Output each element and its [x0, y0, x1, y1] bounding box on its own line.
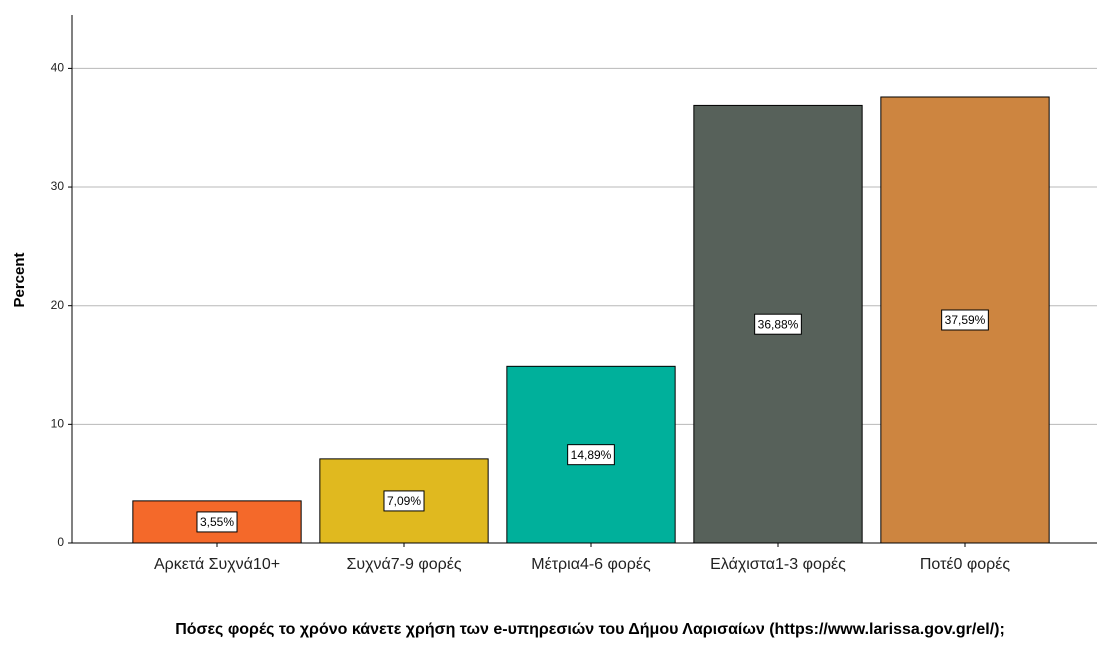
- y-tick-label: 40: [51, 61, 65, 75]
- y-tick-label: 20: [51, 298, 65, 312]
- value-label-box: [196, 511, 238, 533]
- value-label: 37,59%: [945, 313, 986, 327]
- value-label-box: [567, 444, 615, 466]
- value-label-box: [383, 490, 425, 512]
- x-tick-label: Συχνά7-9 φορές: [346, 556, 462, 573]
- x-axis-label: Πόσες φορές το χρόνο κάνετε χρήση των e-…: [175, 621, 1005, 638]
- y-tick-label: 30: [51, 179, 65, 193]
- value-label: 14,89%: [571, 448, 612, 462]
- y-axis-label: Percent: [11, 252, 28, 307]
- x-tick-label: Μέτρια4-6 φορές: [531, 556, 651, 573]
- x-tick-label: Ελάχιστα1-3 φορές: [710, 556, 846, 573]
- value-label-box: [941, 309, 989, 331]
- value-label: 36,88%: [758, 317, 799, 331]
- x-tick-label: Αρκετά Συχνά10+: [153, 556, 281, 573]
- bar: [132, 500, 302, 544]
- x-tick-label: Ποτέ0 φορές: [919, 556, 1011, 573]
- y-tick-label: 0: [57, 535, 64, 549]
- value-label-box: [754, 313, 802, 335]
- value-label: 3,55%: [200, 515, 234, 529]
- y-tick-label: 10: [51, 417, 65, 431]
- value-label: 7,09%: [387, 494, 421, 508]
